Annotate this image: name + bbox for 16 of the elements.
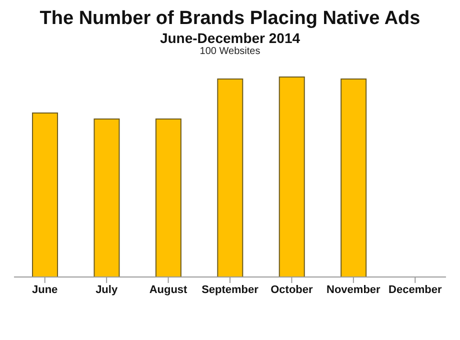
chart-subtitle: June-December 2014 bbox=[158, 30, 302, 46]
bar bbox=[217, 78, 244, 278]
x-tick-label: December bbox=[388, 284, 442, 296]
bar bbox=[32, 112, 58, 278]
x-tick-label: August bbox=[149, 284, 188, 296]
x-tick-label: September bbox=[202, 284, 260, 296]
x-tick-label: November bbox=[326, 284, 382, 296]
x-tick-label: July bbox=[96, 284, 118, 296]
bar bbox=[94, 118, 120, 278]
bar bbox=[278, 76, 305, 278]
bar bbox=[155, 118, 182, 278]
bar bbox=[340, 78, 367, 278]
x-tick-label: June bbox=[32, 284, 58, 296]
text: 100 Websites bbox=[198, 46, 262, 57]
x-tick-label: October bbox=[270, 284, 314, 296]
chart-title: The Number of Brands Placing Native Ads bbox=[38, 8, 422, 30]
